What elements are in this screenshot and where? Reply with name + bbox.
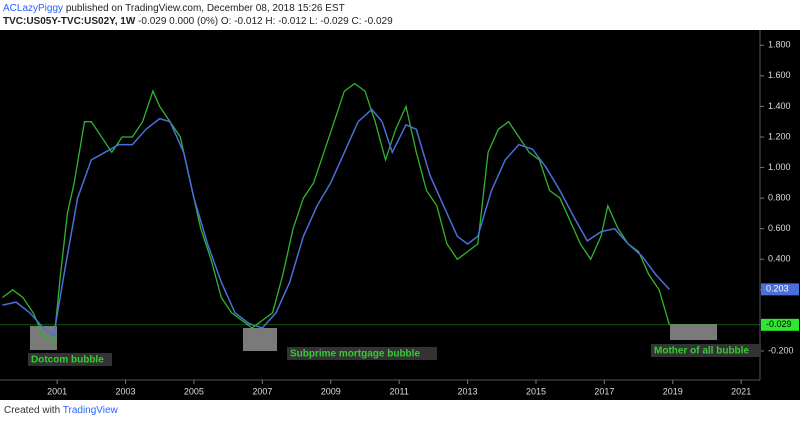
symbol: TVC:US05Y-TVC:US02Y, 1W [3, 16, 136, 27]
brand[interactable]: TradingView [62, 405, 118, 416]
price-label: 0.203 [766, 284, 789, 294]
x-tick-label: 2017 [594, 386, 614, 396]
y-tick-label: 1.400 [768, 101, 791, 111]
series-line [2, 108, 670, 338]
y-tick-label: 1.600 [768, 70, 791, 80]
y-tick-label: 0.600 [768, 223, 791, 233]
created-with: Created with [4, 405, 61, 416]
x-tick-label: 2021 [731, 386, 751, 396]
chart: -0.2000.2000.4000.6000.8001.0001.2001.40… [0, 30, 800, 400]
y-tick-label: 1.000 [768, 162, 791, 172]
annotation-bg [28, 353, 112, 366]
chart-background [0, 30, 800, 400]
x-tick-label: 2003 [116, 386, 136, 396]
y-tick-label: -0.200 [768, 345, 794, 355]
annotation: Dotcom bubble [31, 355, 104, 366]
y-tick-label: 1.200 [768, 131, 791, 141]
bubble-box [670, 324, 717, 340]
published: published on TradingView.com, December 0… [65, 3, 345, 14]
x-tick-label: 2001 [47, 386, 67, 396]
annotation-bg [651, 344, 761, 357]
symbol-line: TVC:US05Y-TVC:US02Y, 1W -0.029 0.000 (0%… [3, 16, 393, 27]
annotation: Mother of all bubble [654, 346, 749, 357]
header-line: ACLazyPiggy published on TradingView.com… [3, 3, 345, 14]
bubble-box [30, 326, 57, 350]
x-tick-label: 2011 [389, 386, 408, 396]
x-tick-label: 2009 [321, 386, 341, 396]
author-link[interactable]: ACLazyPiggy [3, 3, 64, 14]
price-label-bg [761, 318, 799, 331]
annotation: Subprime mortgage bubble [290, 349, 420, 360]
quote: -0.029 0.000 (0%) O: -0.012 H: -0.012 L:… [138, 16, 393, 27]
x-tick-label: 2007 [252, 386, 272, 396]
y-tick-label: 0.400 [768, 254, 791, 264]
price-label: -0.029 [766, 319, 792, 329]
y-tick-label: 0.800 [768, 192, 791, 202]
series-line [2, 82, 671, 345]
x-tick-label: 2013 [458, 386, 478, 396]
price-label-bg [761, 283, 799, 296]
x-tick-label: 2015 [526, 386, 546, 396]
footer: Created with TradingView [4, 405, 118, 416]
y-tick-label: 1.800 [768, 40, 791, 50]
annotation-bg [287, 347, 437, 360]
x-tick-label: 2005 [184, 386, 204, 396]
x-tick-label: 2019 [663, 386, 683, 396]
bubble-box [243, 328, 277, 351]
